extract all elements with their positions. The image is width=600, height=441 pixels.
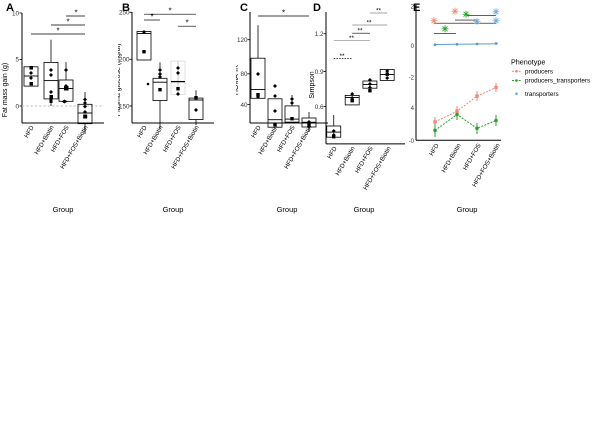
svg-text:*: * [185, 19, 188, 28]
svg-text:Group: Group [53, 205, 74, 214]
svg-text:**: ** [366, 20, 372, 27]
svg-text:*: * [66, 18, 69, 27]
svg-text:**: ** [339, 53, 345, 60]
svg-text:✳: ✳ [430, 16, 438, 26]
svg-text:✳: ✳ [451, 7, 459, 17]
svg-text:*: * [74, 9, 77, 18]
svg-text:producers_transporters: producers_transporters [525, 78, 590, 85]
svg-text:-0: -0 [409, 139, 415, 145]
svg-text:5: 5 [15, 57, 19, 64]
svg-text:120: 120 [237, 37, 248, 44]
svg-text:HFD: HFD [136, 124, 149, 139]
svg-text:*: * [282, 9, 285, 18]
svg-text:HFD: HFD [428, 142, 441, 157]
svg-text:HOMA-IR: HOMA-IR [236, 65, 240, 95]
svg-text:E: E [413, 2, 420, 14]
svg-text:Fat mass gain (g): Fat mass gain (g) [2, 63, 9, 117]
svg-text:250: 250 [119, 10, 130, 17]
svg-text:0: 0 [15, 104, 19, 111]
svg-text:HFD: HFD [250, 124, 263, 139]
svg-text:40: 40 [240, 102, 248, 109]
svg-text:D: D [313, 2, 321, 14]
svg-text:*: * [56, 27, 59, 36]
svg-text:✳: ✳ [492, 16, 500, 26]
svg-text:Group: Group [457, 205, 478, 214]
svg-text:Group: Group [354, 205, 375, 214]
svg-text:**: ** [357, 28, 363, 35]
svg-text:0: 0 [411, 44, 415, 50]
svg-text:Group: Group [163, 205, 184, 214]
svg-text:✳: ✳ [462, 10, 470, 20]
svg-text:*: * [168, 7, 171, 16]
svg-text:Phenotype: Phenotype [511, 58, 545, 67]
svg-text:Simpson: Simpson [309, 71, 316, 98]
svg-text:HFD+FOS: HFD+FOS [462, 143, 483, 172]
svg-text:*: * [150, 13, 153, 22]
svg-text:10: 10 [12, 11, 20, 18]
svg-text:80: 80 [240, 71, 248, 78]
svg-text:HFD: HFD [23, 124, 36, 139]
svg-text:✳: ✳ [441, 24, 449, 34]
svg-text:**: ** [376, 8, 382, 15]
svg-text:4: 4 [411, 106, 415, 112]
svg-text:0.9: 0.9 [315, 69, 324, 76]
svg-text:HFD+Biotin: HFD+Biotin [440, 142, 462, 174]
svg-text:✳: ✳ [473, 17, 481, 27]
svg-text:0.6: 0.6 [315, 104, 324, 111]
svg-text:producers: producers [525, 68, 553, 75]
svg-text:-2: -2 [409, 76, 415, 82]
svg-text:HFD: HFD [326, 145, 339, 160]
svg-text:C: C [240, 2, 248, 14]
svg-text:1.2: 1.2 [315, 31, 324, 38]
svg-text:Group: Group [277, 205, 298, 214]
svg-text:**: ** [349, 35, 355, 42]
svg-text:transporters: transporters [525, 91, 559, 98]
svg-text:Plasma glucose (mg/dl): Plasma glucose (mg/dl) [118, 43, 122, 116]
